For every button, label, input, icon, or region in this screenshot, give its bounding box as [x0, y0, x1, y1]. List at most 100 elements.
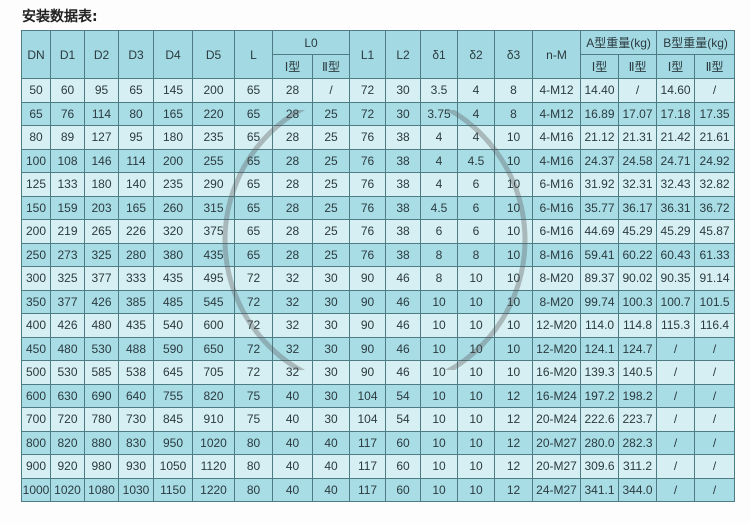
table-cell: 645 [153, 360, 193, 385]
table-cell: 44.69 [580, 219, 620, 244]
table-cell: 10 [494, 242, 534, 267]
table-cell: 60 [385, 454, 422, 479]
table-cell: 650 [192, 336, 235, 361]
table-cell: 325 [50, 266, 85, 291]
table-cell: 200 [21, 219, 51, 244]
header-delta1: δ1 [420, 30, 459, 79]
table-cell: 100 [21, 148, 51, 173]
table-cell: 4 [457, 125, 496, 150]
table-cell: 180 [153, 125, 193, 150]
table-cell: 377 [50, 289, 85, 314]
table-cell: 30 [311, 266, 351, 291]
table-cell: 31.92 [580, 172, 620, 197]
table-cell: 4-M16 [532, 148, 582, 173]
header-l2: L2 [385, 30, 422, 79]
table-cell: 60 [385, 430, 422, 455]
table-row: 500 530 585 538 645 705 72 32 30 90 46 10 10 10 16-M20… [21, 360, 736, 385]
table-cell: 46 [385, 313, 422, 338]
table-cell: 10 [494, 289, 534, 314]
table-cell: 480 [84, 313, 119, 338]
table-cell: 108 [50, 148, 85, 173]
table-cell: 6 [457, 195, 496, 220]
table-cell: 45.29 [656, 219, 696, 244]
table-cell: 114 [84, 101, 119, 126]
table-cell: 38 [385, 125, 422, 150]
table-cell: 16-M20 [532, 360, 582, 385]
table-cell: 10 [494, 336, 534, 361]
table-cell: 8 [494, 101, 534, 126]
table-cell: 198.2 [618, 383, 658, 408]
page-title: 安装数据表: [22, 9, 98, 25]
table-cell: 910 [192, 407, 235, 432]
table-cell: 76 [349, 195, 387, 220]
table-cell: / [694, 383, 736, 408]
table-cell: 46 [385, 289, 422, 314]
table-cell: 4.5 [457, 148, 496, 173]
subheader-b-type2: Ⅱ型 [694, 54, 736, 79]
table-row: 150 159 203 165 260 315 65 28 25 76 38 4.5 6 10 6-M16 3… [21, 195, 736, 220]
table-cell: 127 [84, 125, 119, 150]
table-cell: 341.1 [580, 477, 620, 502]
table-cell: 40 [311, 477, 351, 502]
header-d2: D2 [84, 30, 119, 79]
table-cell: 40 [311, 430, 351, 455]
table-cell: 45.87 [694, 219, 736, 244]
table-cell: 90 [349, 336, 387, 361]
table-cell: 630 [50, 383, 85, 408]
table-cell: 845 [153, 407, 193, 432]
header-b-weight: B型重量(kg) [656, 30, 736, 55]
table-cell: 25 [311, 101, 351, 126]
table-cell: 6-M16 [532, 195, 582, 220]
table-cell: 385 [118, 289, 154, 314]
table-cell: 65 [234, 148, 273, 173]
table-cell: 311.2 [618, 454, 658, 479]
table-cell: 65 [234, 78, 273, 103]
table-cell: 28 [272, 242, 313, 267]
table-cell: 65 [234, 172, 273, 197]
table-cell: 59.41 [580, 242, 620, 267]
table-cell: 28 [272, 125, 313, 150]
table-cell: 36.17 [618, 195, 658, 220]
table-cell: 25 [311, 219, 351, 244]
table-cell: 10 [420, 289, 459, 314]
table-cell: 538 [118, 360, 154, 385]
table-cell: 72 [234, 360, 273, 385]
subheader-l0-type1: Ⅰ型 [272, 54, 313, 79]
table-cell: 400 [21, 313, 51, 338]
table-cell: 90.02 [618, 266, 658, 291]
table-cell: 197.2 [580, 383, 620, 408]
table-cell: 4.5 [420, 195, 459, 220]
table-cell: 75 [234, 407, 273, 432]
table-cell: 40 [311, 454, 351, 479]
table-cell: 375 [192, 219, 235, 244]
table-cell: 480 [50, 336, 85, 361]
table-cell: 10 [420, 430, 459, 455]
table-cell: 72 [349, 101, 387, 126]
table-cell: 705 [192, 360, 235, 385]
table-cell: 10 [420, 313, 459, 338]
table-cell: 30 [385, 78, 422, 103]
table-cell: 65 [234, 195, 273, 220]
table-cell: 10 [457, 289, 496, 314]
table-cell: 30 [311, 383, 351, 408]
table-cell: 10 [457, 313, 496, 338]
table-cell: 90 [349, 266, 387, 291]
table-cell: 61.33 [694, 242, 736, 267]
table-cell: 21.42 [656, 125, 696, 150]
table-cell: 220 [192, 101, 235, 126]
table-cell: 25 [311, 242, 351, 267]
table-row: 1000 1020 1080 1030 1150 1220 80 40 40 117 60 10 10 1… [21, 477, 736, 502]
table-cell: 75 [234, 383, 273, 408]
table-cell: 8-M20 [532, 289, 582, 314]
table-cell: 89.37 [580, 266, 620, 291]
table-cell: 30 [311, 407, 351, 432]
table-cell: 8 [420, 242, 459, 267]
table-cell: 46 [385, 360, 422, 385]
table-cell: 1150 [153, 477, 193, 502]
table-cell: 12-M20 [532, 313, 582, 338]
table-cell: 139.3 [580, 360, 620, 385]
table-cell: 40 [272, 383, 313, 408]
table-cell: 65 [21, 101, 51, 126]
table-cell: 117 [349, 454, 387, 479]
table-row: 900 920 980 930 1050 1120 80 40 40 117 60 10 10 12 20-… [21, 454, 736, 479]
